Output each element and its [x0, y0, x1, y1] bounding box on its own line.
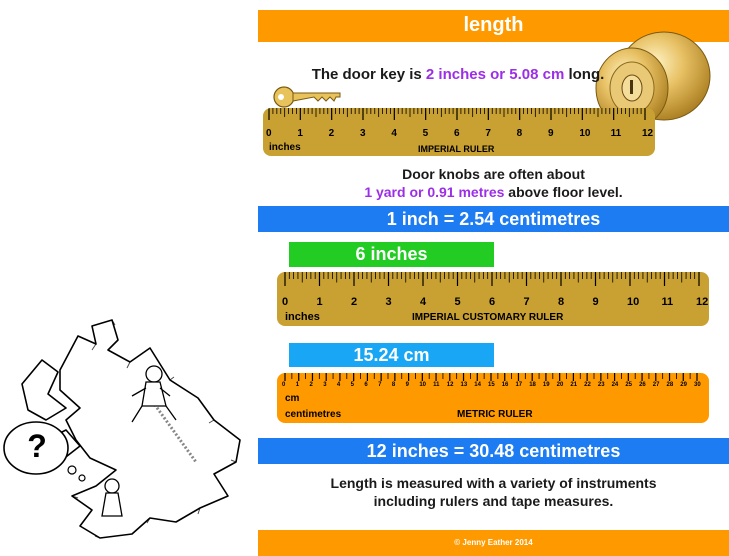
footer-bar: © Jenny Eather 2014	[258, 530, 729, 556]
ruler-number: 2	[328, 128, 335, 139]
ruler-unit-label: inches	[269, 142, 301, 153]
ruler-number: 4	[420, 296, 427, 308]
map-measuring-illustration	[3, 319, 241, 539]
knob-sentence: Door knobs are often about 1 yard or 0.9…	[258, 165, 729, 201]
ruler-number: 5	[350, 382, 354, 388]
key-sentence: The door key is 2 inches or 5.08 cm long…	[258, 66, 658, 83]
conversion-text-2: 12 inches = 30.48 centimetres	[366, 441, 621, 461]
ruler-ticks	[284, 373, 698, 381]
ruler-number: 5	[422, 128, 429, 139]
ruler-number: 30	[694, 382, 701, 388]
ruler-number: 0	[266, 128, 272, 139]
ruler-number: 11	[610, 128, 622, 139]
ruler-number: 2	[309, 382, 313, 388]
page-title: length	[463, 14, 524, 36]
ruler-number: 10	[579, 128, 591, 139]
copyright-text: © Jenny Eather 2014	[454, 538, 533, 547]
ruler-number: 3	[323, 382, 327, 388]
ruler-number: 6	[454, 128, 460, 139]
ruler-number: 28	[666, 382, 674, 388]
imperial-ruler-large: 0 1 2 3 4 5 6 7 8 9 10 11 12 inches IMPERIAL CUSTOMA…	[277, 272, 709, 326]
ruler-short-unit: cm	[285, 393, 300, 404]
ruler-caption: IMPERIAL CUSTOMARY RULER	[412, 312, 564, 323]
cm-length-label: 15.24 cm	[353, 345, 430, 365]
key-icon	[273, 86, 341, 108]
ruler-number: 29	[680, 382, 687, 388]
ruler-number: 13	[460, 382, 468, 388]
ruler-number: 17	[515, 382, 523, 388]
ruler-number: 21	[570, 382, 578, 388]
ruler-number: 5	[454, 296, 461, 308]
closing-line1: Length is measured with a variety of ins…	[330, 475, 657, 491]
thought-bubble	[3, 421, 86, 482]
ruler-ticks	[268, 108, 646, 120]
conversion-bar-2: 12 inches = 30.48 centimetres	[258, 438, 729, 464]
six-inches-bar: 6 inches	[289, 242, 494, 267]
ruler-number: 3	[360, 128, 366, 139]
ruler-number: 12	[642, 128, 654, 139]
ruler-unit-label: centimetres	[285, 409, 342, 420]
ruler-number: 11	[433, 382, 440, 388]
cm-length-bar: 15.24 cm	[289, 343, 494, 367]
closing-line2: including rulers and tape measures.	[373, 493, 614, 509]
ruler-number: 10	[419, 382, 427, 388]
ruler-number: 4	[391, 128, 397, 139]
conversion-bar-1: 1 inch = 2.54 centimetres	[258, 206, 729, 232]
ruler-number: 22	[584, 382, 591, 388]
ruler-number: 7	[485, 128, 491, 139]
question-mark: ?	[27, 428, 47, 464]
metric-ruler: 0 1 2 3 4 5 6 7 8 9 10 11 12 13 14 15 16 17 18 19 20 21 22 23 24…	[277, 373, 709, 423]
key-sentence-end: long.	[564, 66, 605, 83]
ruler-number: 26	[639, 382, 646, 388]
ruler-number: 3	[385, 296, 392, 308]
ruler-number: 9	[548, 128, 554, 139]
ruler-number: 8	[391, 382, 396, 388]
imperial-ruler-small: 0 1 2 3 4 5 6 7 8 9 10 11 12 inches IMPERIAL RULER	[263, 108, 655, 156]
ruler-number: 0	[282, 296, 289, 308]
ruler-number: 1	[295, 382, 300, 388]
ruler-number: 19	[542, 382, 550, 388]
ruler-number: 8	[558, 296, 565, 308]
ruler-number: 7	[523, 296, 530, 308]
conversion-text-1: 1 inch = 2.54 centimetres	[386, 209, 601, 229]
knob-sentence-line2: 1 yard or 0.91 metres above floor level.	[258, 183, 729, 201]
title-bar: length	[258, 10, 729, 42]
knob-sentence-line1: Door knobs are often about	[402, 166, 585, 182]
ruler-number: 4	[336, 382, 341, 388]
knob-height-highlight: 1 yard or 0.91 metres	[364, 184, 505, 200]
ruler-number: 14	[474, 382, 481, 388]
ruler-number: 2	[351, 296, 358, 308]
ruler-number: 27	[652, 382, 660, 388]
ruler-number: 7	[378, 382, 382, 388]
ruler-ticks	[284, 272, 700, 286]
ruler-number: 11	[661, 296, 674, 308]
ruler-number: 23	[597, 382, 605, 388]
ruler-number: 6	[364, 382, 368, 388]
ruler-number: 10	[627, 296, 640, 308]
ruler-number: 15	[488, 382, 495, 388]
ruler-unit-label: inches	[285, 311, 320, 323]
ruler-number: 24	[611, 382, 619, 388]
ruler-number: 20	[556, 382, 564, 388]
six-inches-label: 6 inches	[355, 244, 428, 264]
ruler-number: 0	[282, 382, 286, 388]
key-sentence-start: The door key is	[311, 66, 426, 83]
ruler-number: 12	[446, 382, 454, 388]
ruler-caption: METRIC RULER	[457, 409, 533, 420]
key-length-highlight: 2 inches or 5.08 cm	[425, 66, 565, 83]
ruler-number: 9	[405, 382, 409, 388]
ruler-number: 18	[529, 382, 536, 388]
ruler-number: 1	[297, 128, 303, 139]
ruler-number: 6	[489, 296, 496, 308]
closing-text: Length is measured with a variety of ins…	[258, 474, 729, 510]
ruler-number: 1	[316, 296, 323, 308]
ruler-caption: IMPERIAL RULER	[418, 144, 495, 154]
ruler-number: 12	[696, 296, 709, 308]
ruler-number: 16	[501, 382, 509, 388]
knob-sentence-end: above floor level.	[504, 184, 623, 200]
ruler-number: 9	[592, 296, 599, 308]
ruler-number: 8	[516, 128, 523, 139]
ruler-number: 25	[625, 382, 633, 388]
